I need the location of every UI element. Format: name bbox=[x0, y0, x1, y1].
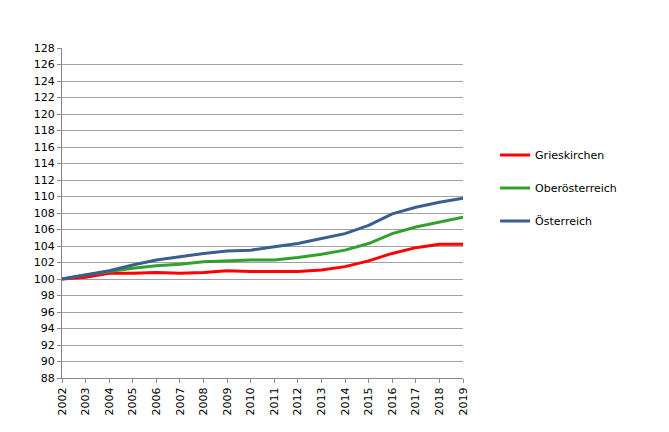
svg-text:Österreich: Österreich bbox=[535, 215, 592, 228]
svg-text:2018: 2018 bbox=[433, 387, 446, 415]
svg-text:88: 88 bbox=[41, 372, 55, 385]
svg-text:2006: 2006 bbox=[150, 387, 163, 415]
svg-text:2002: 2002 bbox=[56, 387, 69, 415]
svg-text:Oberösterreich: Oberösterreich bbox=[535, 182, 617, 195]
svg-text:2016: 2016 bbox=[386, 387, 399, 415]
svg-text:2007: 2007 bbox=[174, 387, 187, 415]
svg-text:2019: 2019 bbox=[457, 387, 470, 415]
svg-text:122: 122 bbox=[34, 91, 55, 104]
svg-text:2011: 2011 bbox=[268, 387, 281, 415]
svg-text:102: 102 bbox=[34, 256, 55, 269]
svg-text:104: 104 bbox=[34, 240, 55, 253]
svg-text:120: 120 bbox=[34, 108, 55, 121]
svg-text:Grieskirchen: Grieskirchen bbox=[535, 149, 604, 162]
svg-text:110: 110 bbox=[34, 190, 55, 203]
svg-text:124: 124 bbox=[34, 75, 55, 88]
svg-text:2004: 2004 bbox=[103, 387, 116, 415]
svg-text:2017: 2017 bbox=[409, 387, 422, 415]
svg-text:96: 96 bbox=[41, 306, 55, 319]
svg-text:2005: 2005 bbox=[126, 387, 139, 415]
svg-text:2010: 2010 bbox=[244, 387, 257, 415]
svg-text:2008: 2008 bbox=[197, 387, 210, 415]
svg-text:2009: 2009 bbox=[221, 387, 234, 415]
svg-text:100: 100 bbox=[34, 273, 55, 286]
svg-text:126: 126 bbox=[34, 58, 55, 71]
svg-text:112: 112 bbox=[34, 174, 55, 187]
svg-text:90: 90 bbox=[41, 355, 55, 368]
svg-text:98: 98 bbox=[41, 289, 55, 302]
svg-text:114: 114 bbox=[34, 157, 55, 170]
svg-text:128: 128 bbox=[34, 42, 55, 55]
svg-text:2013: 2013 bbox=[315, 387, 328, 415]
svg-text:2003: 2003 bbox=[79, 387, 92, 415]
svg-text:2015: 2015 bbox=[362, 387, 375, 415]
svg-text:94: 94 bbox=[41, 322, 55, 335]
svg-text:92: 92 bbox=[41, 339, 55, 352]
svg-text:2012: 2012 bbox=[291, 387, 304, 415]
svg-text:2014: 2014 bbox=[339, 387, 352, 415]
svg-text:106: 106 bbox=[34, 223, 55, 236]
svg-text:108: 108 bbox=[34, 207, 55, 220]
svg-text:116: 116 bbox=[34, 141, 55, 154]
svg-text:118: 118 bbox=[34, 124, 55, 137]
